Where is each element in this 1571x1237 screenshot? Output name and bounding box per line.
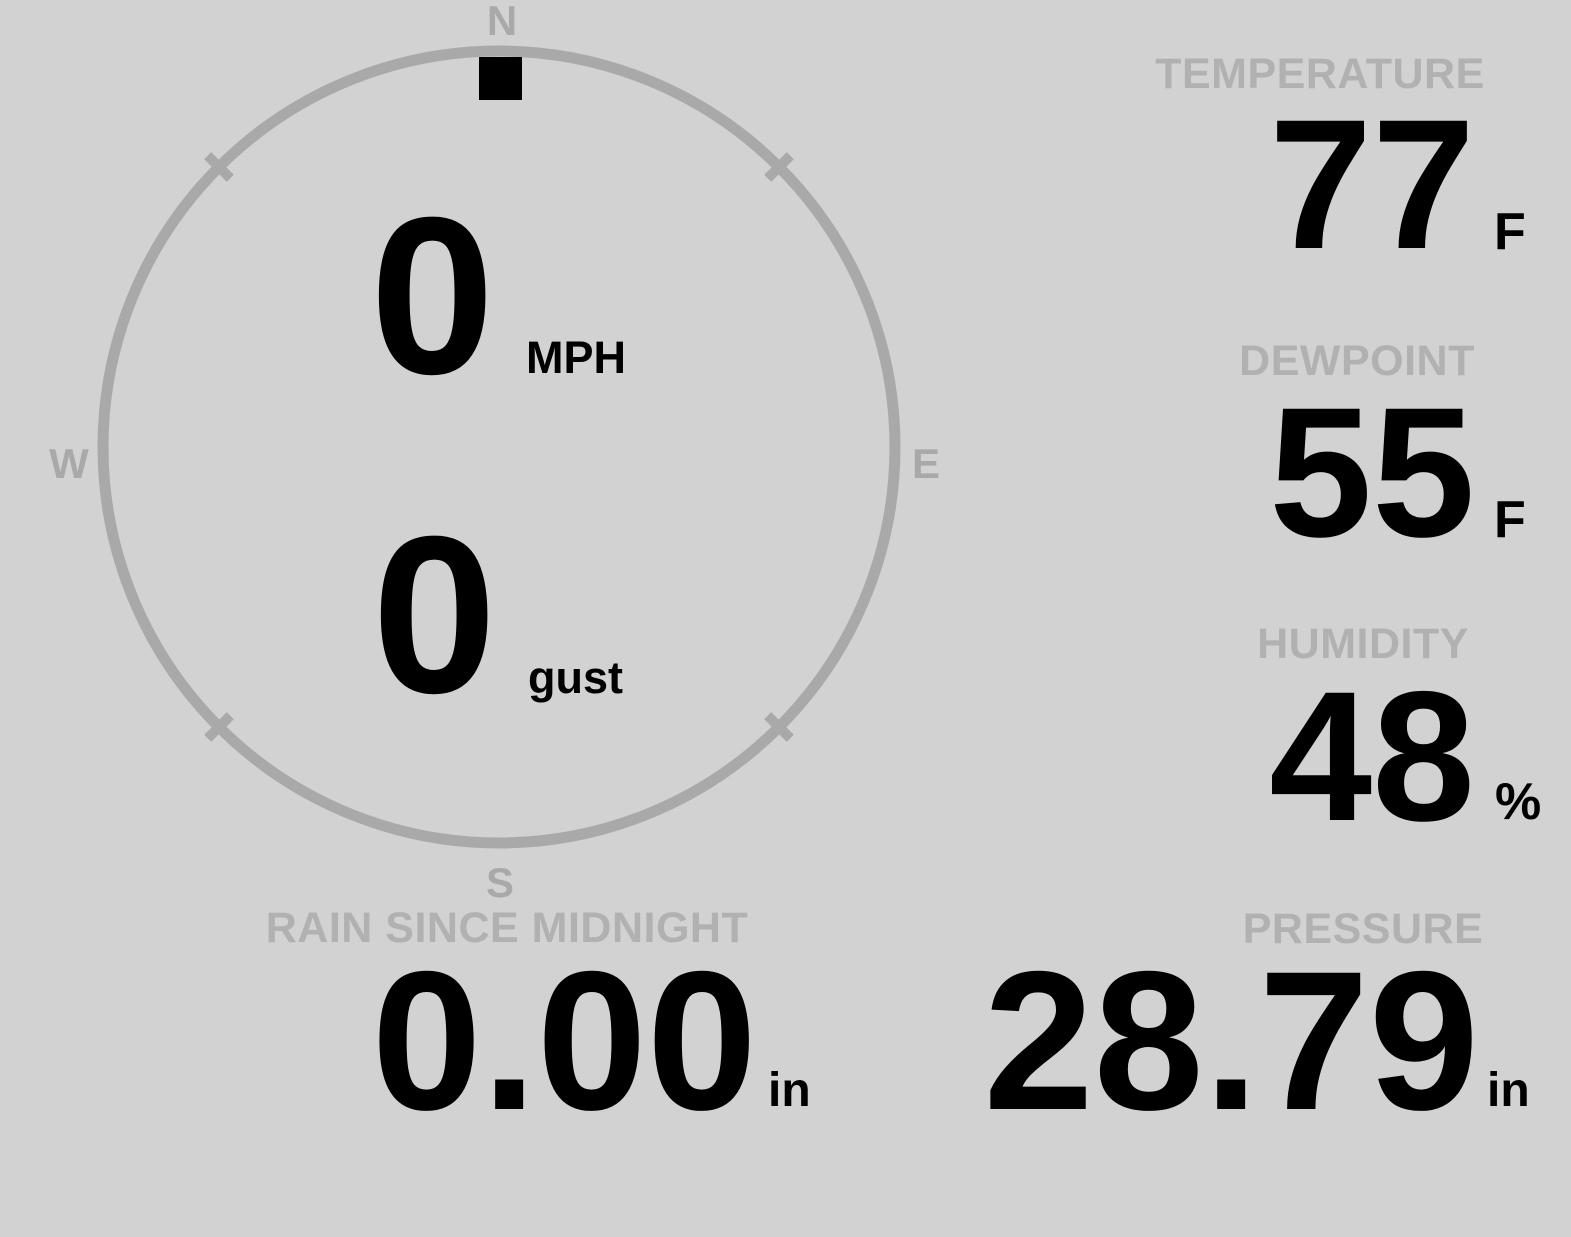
pressure-label: PRESSURE bbox=[1242, 905, 1484, 953]
rain-since-midnight-unit: in bbox=[768, 1064, 811, 1117]
pressure-unit: in bbox=[1487, 1064, 1530, 1117]
wind-speed-value: 0 bbox=[370, 171, 495, 421]
compass-tick-sw bbox=[204, 712, 234, 742]
rain-since-midnight-value: 0.00 bbox=[371, 930, 757, 1151]
compass-tick-nw bbox=[204, 152, 234, 182]
humidity-unit: % bbox=[1495, 773, 1542, 831]
compass-label-west: W bbox=[49, 440, 89, 487]
rain-since-midnight-label: RAIN SINCE MIDNIGHT bbox=[265, 904, 749, 952]
temperature-unit: F bbox=[1494, 203, 1526, 261]
wind-gust-unit: gust bbox=[528, 652, 623, 703]
dewpoint-value: 55 bbox=[1269, 370, 1475, 576]
dewpoint-label: DEWPOINT bbox=[1239, 337, 1475, 385]
compass-label-east: E bbox=[911, 440, 941, 487]
pressure-value: 28.79 bbox=[983, 930, 1479, 1151]
compass-tick-se bbox=[764, 712, 794, 742]
temperature-label: TEMPERATURE bbox=[1155, 50, 1485, 98]
compass-tick-ne bbox=[764, 152, 794, 182]
compass-ring bbox=[97, 45, 901, 849]
humidity-value: 48 bbox=[1269, 654, 1475, 860]
wind-direction-marker bbox=[479, 57, 522, 100]
humidity-label: HUMIDITY bbox=[1257, 620, 1469, 668]
compass-label-south: S bbox=[485, 859, 515, 906]
dewpoint-unit: F bbox=[1494, 491, 1526, 549]
temperature-value: 77 bbox=[1269, 82, 1475, 288]
compass-label-north: N bbox=[486, 0, 518, 44]
wind-gust-value: 0 bbox=[372, 490, 497, 740]
wind-speed-unit: MPH bbox=[526, 332, 626, 383]
